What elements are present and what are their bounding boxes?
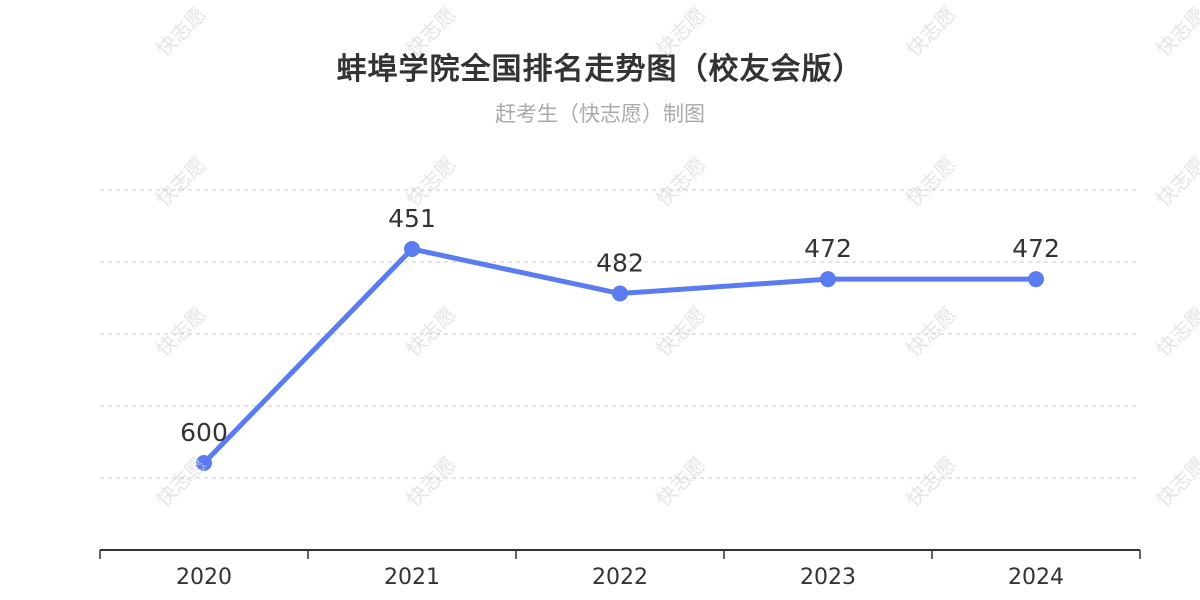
chart-subtitle: 赶考生（快志愿）制图 — [495, 102, 705, 126]
data-label: 472 — [804, 234, 852, 263]
chart-title: 蚌埠学院全国排名走势图（校友会版） — [336, 52, 864, 87]
x-axis: 2020 2021 2022 2023 2024 — [99, 549, 1141, 590]
rank-line — [201, 246, 1039, 466]
data-point[interactable] — [196, 454, 212, 471]
data-label: 600 — [180, 418, 228, 447]
data-label: 451 — [388, 204, 436, 233]
gridlines — [100, 189, 1140, 479]
data-label: 482 — [596, 249, 644, 278]
x-tick-label: 2024 — [1008, 565, 1064, 590]
x-tick-label: 2023 — [800, 565, 856, 590]
data-labels: 600 451 482 472 472 — [180, 204, 1060, 447]
series-line — [196, 241, 1044, 471]
x-tick-label: 2020 — [176, 565, 232, 590]
data-label: 472 — [1012, 234, 1060, 263]
data-point[interactable] — [404, 241, 420, 257]
data-point[interactable] — [1028, 271, 1044, 288]
data-point[interactable] — [612, 285, 628, 302]
data-point[interactable] — [820, 271, 836, 288]
x-tick-label: 2021 — [384, 565, 440, 590]
x-tick-label: 2022 — [592, 565, 648, 590]
